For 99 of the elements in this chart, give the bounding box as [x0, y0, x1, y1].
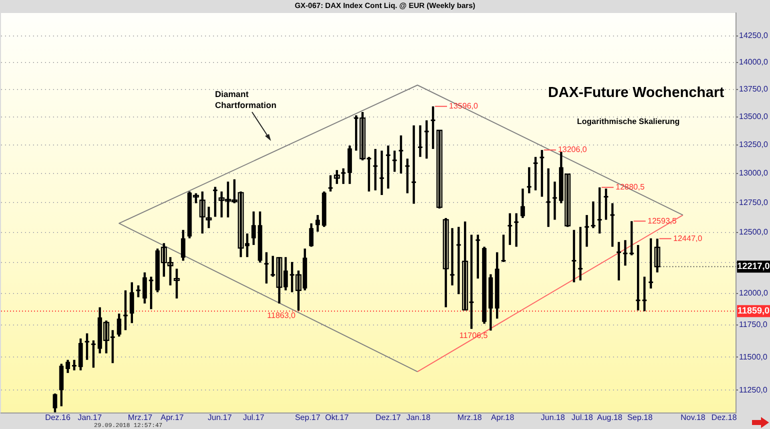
candlestick: [418, 124, 422, 158]
y-tick-label: 11250,0: [739, 385, 768, 394]
x-tick-label: Aug.18: [597, 413, 623, 422]
candlestick: [552, 180, 557, 221]
candlestick: [654, 238, 660, 274]
y-tick-label: 11750,0: [739, 320, 768, 330]
candlestick: [456, 226, 461, 296]
candlestick: [424, 119, 429, 160]
candlestick: [148, 276, 154, 310]
y-tick-label: 13250,0: [739, 140, 768, 150]
candlestick: [610, 202, 615, 248]
candlestick: [341, 167, 346, 186]
candlestick: [334, 168, 340, 186]
candlestick: [648, 237, 654, 290]
y-tick-label: 11500,0: [739, 352, 768, 362]
candlestick: [84, 332, 90, 361]
x-tick-label: Apr.18: [491, 413, 515, 422]
candlestick: [412, 124, 416, 205]
candlestick: [373, 148, 378, 192]
x-tick-label: Jul.17: [242, 413, 265, 422]
x-tick-label: Jul.18: [572, 413, 594, 422]
candlestick: [430, 105, 436, 150]
y-tick-label: 13000,0: [739, 168, 768, 178]
candlestick: [386, 144, 390, 190]
x-tick-label: Jun.18: [540, 413, 566, 422]
x-tick-label: Jan.18: [406, 413, 431, 422]
candlestick: [142, 271, 147, 305]
candlestick: [392, 150, 397, 173]
x-tick-label: Dez.17: [376, 413, 402, 422]
candlestick: [642, 276, 647, 312]
y-tick-label: 12500,0: [739, 228, 768, 237]
x-tick-label: Mrz.17: [128, 413, 153, 422]
candlestick: [526, 166, 532, 194]
candlestick: [604, 187, 608, 221]
annotation: 12217,0: [737, 261, 770, 272]
candlestick: [520, 187, 525, 220]
candlestick: [251, 210, 256, 246]
candlestick: [572, 228, 576, 284]
candlestick: [328, 174, 333, 193]
x-tick-label: Sep.18: [627, 413, 654, 422]
candlestick: [199, 190, 206, 235]
candlestick: [180, 228, 186, 262]
candlestick: [578, 226, 583, 282]
annotation: Diamant Chartformation: [215, 89, 278, 111]
text: DAX-Future Wochenchart: [548, 85, 724, 101]
candlestick: [91, 339, 96, 369]
y-tick-label: 13500,0: [739, 112, 768, 122]
ref-line-label: 11859,0: [737, 306, 770, 316]
x-tick-label: Jun.17: [208, 413, 232, 422]
candlestick: [66, 358, 70, 374]
candlestick: [584, 214, 590, 248]
candlestick: [136, 284, 140, 298]
candlestick: [540, 148, 544, 198]
candlestick: [264, 251, 269, 285]
candlestick: [398, 134, 404, 175]
x-tick-label: Dez.18: [711, 413, 738, 422]
candlestick: [123, 289, 128, 332]
candlestick: [616, 240, 622, 282]
candlestick: [508, 212, 512, 246]
candlestick: [380, 150, 384, 196]
x-tick-label: Nov.18: [680, 413, 706, 422]
candlestick: [72, 358, 76, 372]
y-tick-label: 13750,0: [739, 84, 768, 94]
x-tick-label: Apr.17: [160, 413, 184, 422]
x-tick-label: Mrz.18: [457, 413, 482, 422]
candlestick: [476, 234, 480, 280]
candlestick: [623, 239, 628, 267]
candlestick: [501, 234, 506, 264]
x-tick-label: Dez.16: [45, 413, 71, 422]
candlestick: [174, 268, 180, 300]
candlestick: [206, 206, 212, 230]
candlestick: [316, 214, 320, 233]
y-tick-label: 12750,0: [739, 198, 768, 207]
annotation: Logarithmische Skalierung: [577, 117, 680, 126]
candlestick: [212, 186, 218, 218]
candlestick: [597, 186, 602, 235]
candlestick: [533, 156, 538, 192]
annotation: 11863,0: [267, 310, 296, 320]
candlestick: [514, 212, 519, 248]
x-tick-label: Jan.17: [78, 413, 102, 422]
x-tick-label: Okt.17: [325, 413, 350, 422]
candlestick: [130, 281, 134, 324]
annotation: 12447,0: [673, 234, 703, 243]
candlestick: [591, 200, 596, 230]
candlestick: [442, 216, 449, 308]
candlestick: [636, 244, 640, 312]
candlestick: [436, 129, 442, 210]
y-tick-label: 14000,0: [739, 58, 768, 67]
candlestick: [450, 227, 454, 286]
candlestick: [309, 222, 314, 248]
y-tick-label: 12000,0: [739, 288, 768, 298]
annotation: 13206,0: [558, 145, 588, 154]
y-tick-label: 14250,0: [739, 31, 768, 40]
candlestick: [546, 167, 551, 228]
candlestick: [52, 392, 58, 414]
candlestick: [116, 312, 122, 338]
candlestick: [405, 158, 410, 194]
x-tick-label: Sep.17: [294, 413, 321, 422]
candlestick: [629, 220, 634, 256]
